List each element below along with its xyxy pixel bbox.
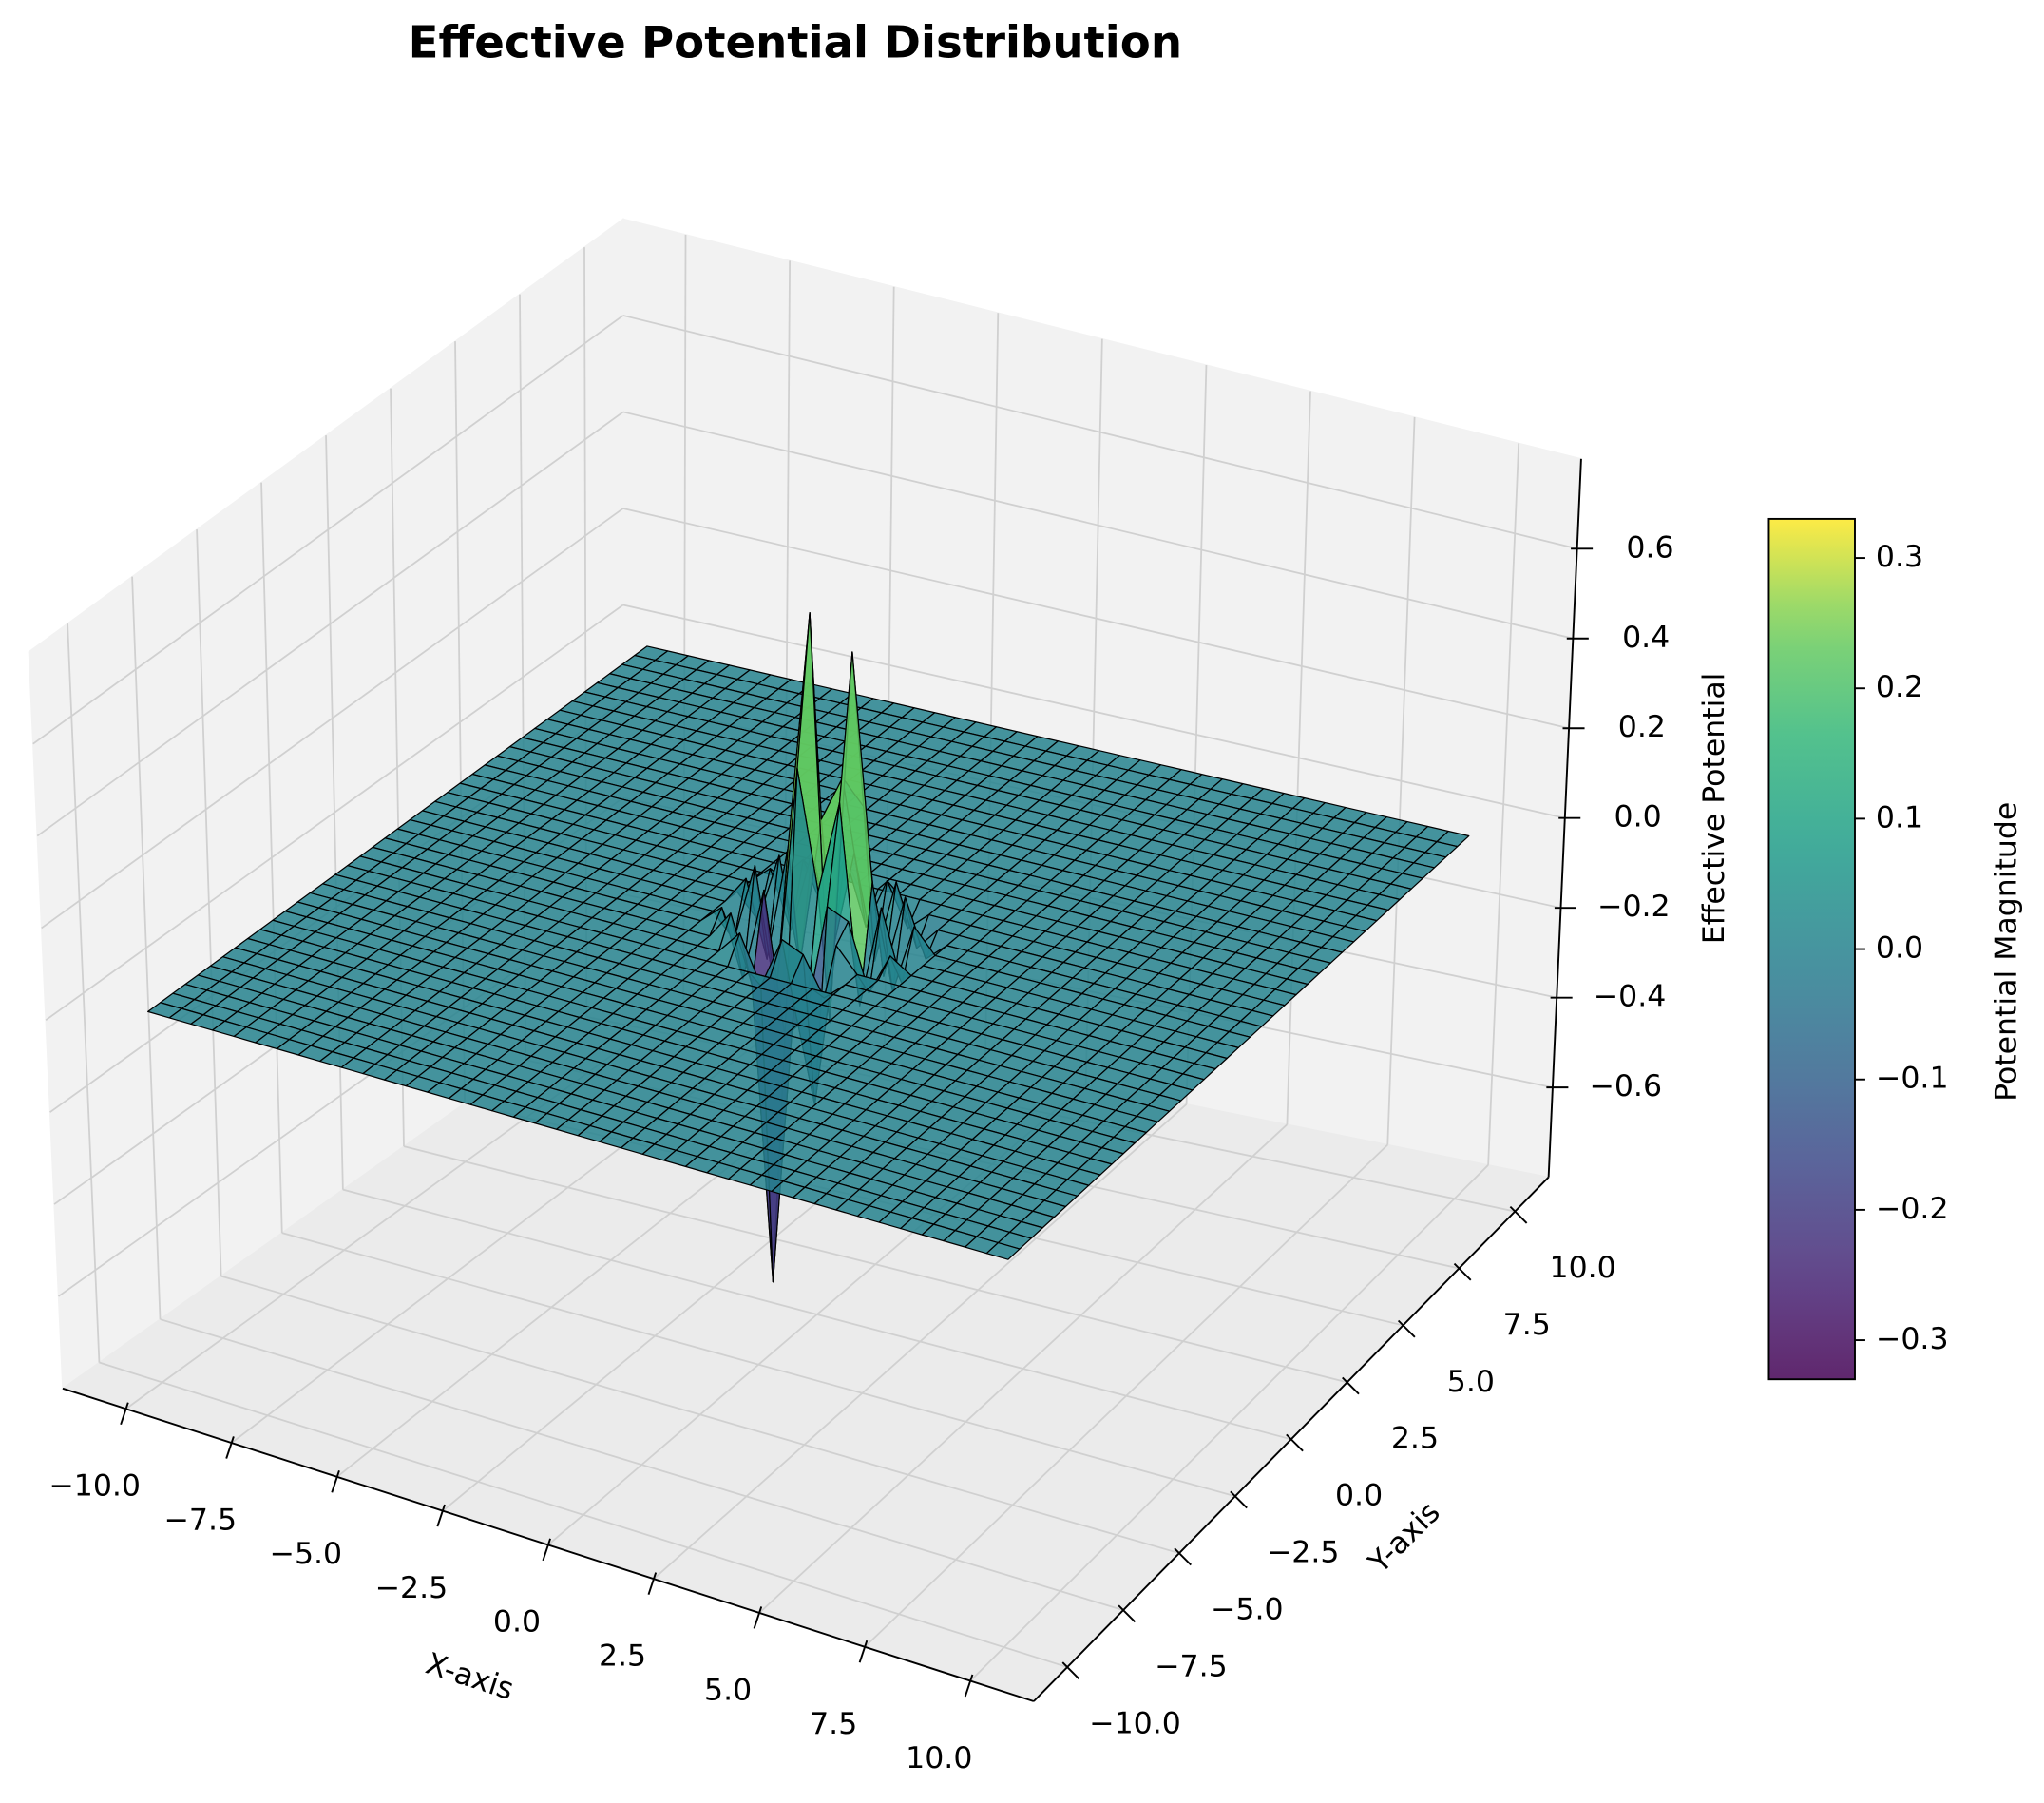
tick-label: −7.5 [163,1503,237,1537]
chart-title: Effective Potential Distribution [409,17,1182,68]
tick-mark [1118,1604,1137,1623]
tick-label: −7.5 [1155,1649,1228,1683]
tick-label: 0.2 [1618,710,1666,744]
x-axis-label: X-axis [422,1647,518,1707]
grid-line [220,1275,1180,1555]
tick-mark [1230,1490,1248,1509]
tick-mark [120,1402,129,1426]
grid-line [32,315,624,745]
tick-label: −10.0 [48,1469,141,1504]
tick-mark [1453,1262,1472,1281]
tick-label: −2.5 [375,1571,449,1605]
tick-label: 0.6 [1626,530,1673,565]
grid-line [36,411,624,837]
grid-line [45,604,624,1022]
z-axis-label: Effective Potential [1697,673,1731,945]
grid-line [99,1361,1068,1668]
tick-label: 7.5 [1503,1308,1551,1342]
colorbar-tick-label: 0.1 [1876,800,1923,834]
tick-label: −5.0 [270,1537,343,1571]
tick-mark [964,1674,974,1698]
tick-mark [858,1640,869,1663]
colorbar: −0.3 −0.2 −0.1 0.0 0.1 0.2 0.3 [1767,517,1949,1381]
tick-label: 10.0 [906,1741,972,1775]
colorbar-tick-label: 0.0 [1876,931,1923,966]
tick-label: 10.0 [1550,1251,1616,1285]
colorbar-label: Potential Magnitude [1989,802,2023,1102]
tick-label: 0.0 [493,1605,541,1640]
grid-line [622,411,1574,640]
colorbar-gradient [1767,517,1856,1381]
colorbar-tick-label: −0.3 [1876,1322,1949,1356]
grid-line [622,508,1570,730]
axes: −10.0−7.5−5.0−2.50.02.55.07.510.0−10.0−7… [48,458,1674,1775]
grid-line [342,1188,1291,1441]
tick-mark [1174,1547,1192,1566]
tick-label: 0.0 [1614,800,1662,834]
tick-label: −5.0 [1211,1593,1284,1627]
colorbar-tick-label: −0.2 [1876,1192,1949,1226]
surface [147,612,1470,1283]
grid-line [160,1318,1124,1611]
tick-label: −2.5 [1267,1536,1340,1570]
tick-label: 5.0 [1447,1365,1495,1399]
tick-mark [1509,1205,1528,1224]
tick-label: 7.5 [810,1707,857,1741]
tick-mark [542,1538,552,1562]
grid-line [281,1232,1236,1498]
tick-label: 0.0 [1335,1479,1383,1513]
tick-label: −0.4 [1594,980,1667,1014]
grid-line [622,315,1577,550]
tick-mark [1061,1661,1080,1680]
tick-mark [1342,1376,1360,1395]
tick-mark [647,1572,658,1595]
tick-mark [1397,1319,1416,1338]
tick-label: −0.6 [1589,1069,1662,1103]
tick-mark [225,1436,235,1459]
colorbar-tick-label: 0.2 [1876,670,1923,704]
tick-mark [436,1504,446,1527]
tick-label: 2.5 [599,1639,646,1673]
tick-mark [331,1469,340,1493]
tick-mark [1286,1433,1304,1452]
surface-face [985,1241,1021,1260]
tick-mark [753,1606,763,1629]
grid-line [622,604,1565,819]
tick-label: 2.5 [1391,1422,1439,1456]
tick-label: −10.0 [1089,1706,1181,1740]
grid-line [41,508,624,930]
colorbar-tick-label: 0.3 [1876,540,1923,574]
tick-label: −0.2 [1597,890,1671,924]
tick-label: 5.0 [704,1673,752,1707]
tick-label: 0.4 [1622,621,1670,655]
grid-line [403,1145,1347,1384]
colorbar-tick-label: −0.1 [1876,1062,1949,1096]
